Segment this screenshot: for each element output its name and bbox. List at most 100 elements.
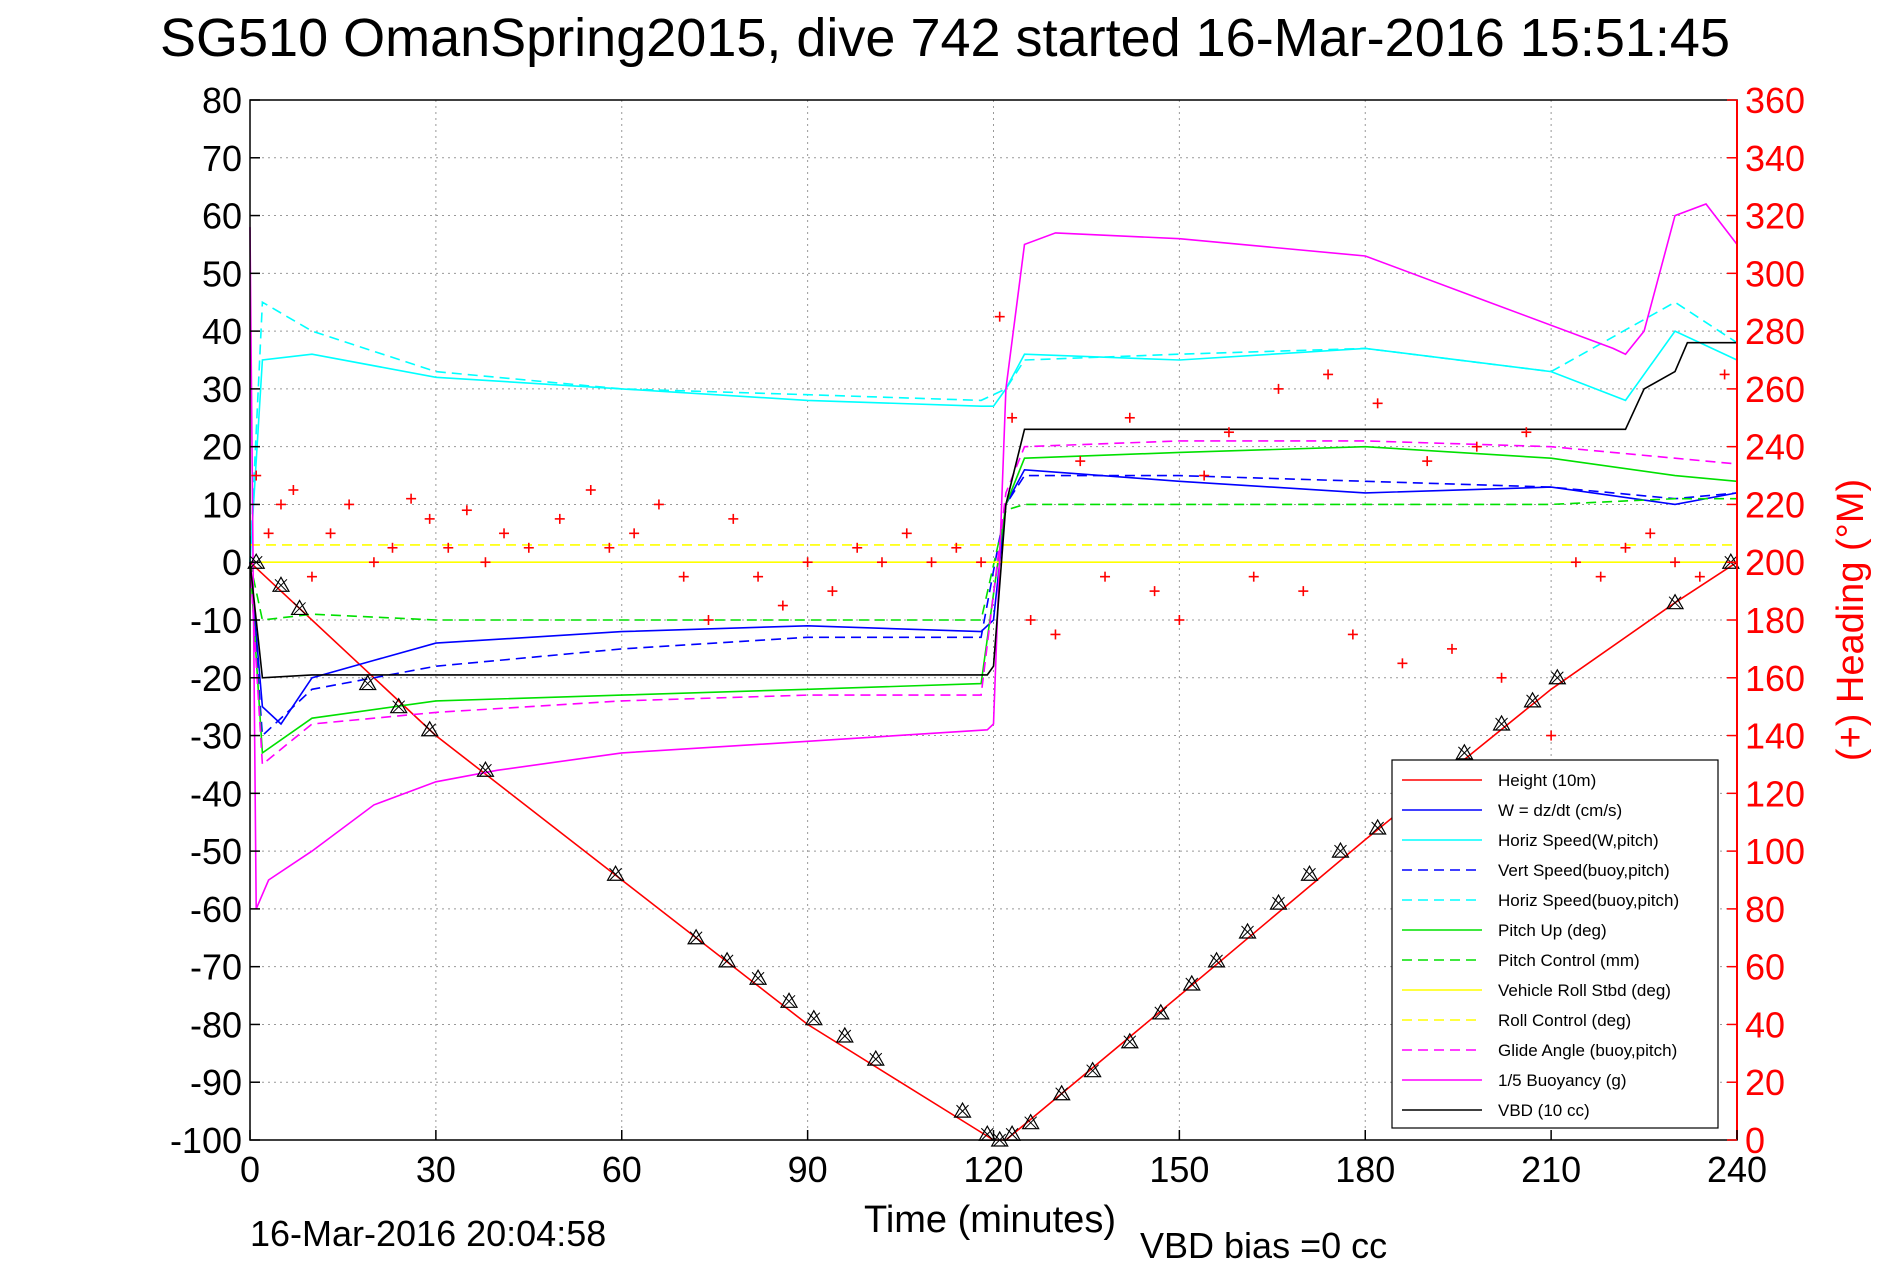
height-marker: [1455, 743, 1474, 760]
heading-point: [1694, 571, 1705, 582]
heading-point: [1521, 427, 1532, 438]
heading-point: [306, 571, 317, 582]
chart-title: SG510 OmanSpring2015, dive 742 started 1…: [160, 8, 1730, 68]
y-tick-label-right: 40: [1745, 1004, 1785, 1045]
x-tick-label: 210: [1521, 1149, 1581, 1190]
height-marker: [1331, 841, 1350, 858]
y-tick-label-right: 280: [1745, 311, 1805, 352]
height-marker: [1492, 714, 1511, 731]
height-marker: [866, 1049, 885, 1066]
height-marker: [835, 1026, 854, 1043]
legend: Height (10m) W = dz/dt (cm/s) Horiz Speed(…: [1391, 759, 1719, 1129]
vbd-bias-note: VBD bias =0 cc: [1140, 1225, 1387, 1262]
y-tick-label-left: -50: [190, 831, 242, 872]
heading-point: [1446, 643, 1457, 654]
series-line-horiz-speed-w-pitch: [249, 330, 1738, 563]
heading-point: [926, 557, 937, 568]
heading-point: [653, 499, 664, 510]
series-layer: [249, 203, 1738, 1141]
y-tick-label-right: 340: [1745, 138, 1805, 179]
legend-label-pitch-control-mm: Pitch Control (mm): [1498, 951, 1640, 970]
y-tick-label-left: -60: [190, 889, 242, 930]
height-marker: [1182, 974, 1201, 991]
heading-point: [1546, 730, 1557, 741]
y-tick-label-left: 80: [202, 80, 242, 121]
legend-label-height-10m: Height (10m): [1498, 771, 1596, 790]
y-tick-label-right: 220: [1745, 484, 1805, 525]
y-tick-label-left: 10: [202, 484, 242, 525]
y-tick-label-left: 0: [222, 542, 242, 583]
heading-point: [1323, 369, 1334, 380]
heading-point: [1248, 571, 1259, 582]
heading-point: [629, 528, 640, 539]
heading-point: [1199, 470, 1210, 481]
heading-point: [1298, 586, 1309, 597]
heading-point: [1496, 672, 1507, 683]
right-axis-label: (+) Heading (°M): [1830, 479, 1872, 761]
heading-point: [1397, 658, 1408, 669]
y-tick-label-left: 70: [202, 138, 242, 179]
height-marker: [1523, 691, 1542, 708]
heading-point: [1223, 427, 1234, 438]
x-tick-label: 150: [1149, 1149, 1209, 1190]
heading-point: [1620, 542, 1631, 553]
height-marker: [718, 951, 737, 968]
y-tick-label-left: -90: [190, 1062, 242, 1103]
heading-point: [1075, 456, 1086, 467]
height-marker: [1120, 1032, 1139, 1049]
legend-label-glide-angle-buoy-pitch: Glide Angle (buoy,pitch): [1498, 1041, 1677, 1060]
x-tick-label: 120: [963, 1149, 1023, 1190]
y-tick-label-right: 100: [1745, 831, 1805, 872]
y-tick-label-left: -30: [190, 716, 242, 757]
heading-point: [443, 542, 454, 553]
series-line-vbd-10-cc: [249, 341, 1737, 679]
series-line-horiz-speed-buoy-pitch: [249, 300, 1738, 563]
heading-point: [678, 571, 689, 582]
y-ticks-left: 80 70 60 50 40 30 20 10 0 -10 -20 -30 -40 -50 -60 -70 -8…: [170, 80, 260, 1161]
heading-point: [344, 499, 355, 510]
y-tick-label-right: 120: [1745, 773, 1805, 814]
x-tick-label: 60: [602, 1149, 642, 1190]
footer-timestamp: 16-Mar-2016 20:04:58: [250, 1213, 606, 1254]
heading-point: [1570, 557, 1581, 568]
height-marker: [804, 1009, 823, 1026]
heading-point: [263, 528, 274, 539]
height-marker: [1052, 1084, 1071, 1101]
heading-point: [1670, 557, 1681, 568]
heading-point: [1124, 412, 1135, 423]
y-tick-label-left: -40: [190, 773, 242, 814]
heading-point: [1645, 528, 1656, 539]
heading-point: [424, 513, 435, 524]
heading-point: [368, 557, 379, 568]
heading-point: [480, 557, 491, 568]
heading-point: [1174, 615, 1185, 625]
series-line-1-5-buoyancy-g: [249, 203, 1738, 910]
y-tick-label-right: 160: [1745, 658, 1805, 699]
x-ticks: 0 30 60 90 120 150 180 210 240: [240, 1130, 1767, 1190]
x-tick-label: 90: [788, 1149, 828, 1190]
x-tick-label: 0: [240, 1149, 260, 1190]
heading-point: [1273, 383, 1284, 394]
legend-label-roll-control-deg: Roll Control (deg): [1498, 1011, 1631, 1030]
marker-layer: [247, 553, 1740, 1147]
y-tick-label-right: 240: [1745, 427, 1805, 468]
legend-label-w-dz-dt-cm-s: W = dz/dt (cm/s): [1498, 801, 1622, 820]
height-marker: [420, 720, 439, 737]
heading-point: [852, 542, 863, 553]
heading-point: [1595, 571, 1606, 582]
heading-point: [1050, 629, 1061, 640]
y-tick-label-right: 200: [1745, 542, 1805, 583]
height-marker: [1021, 1113, 1040, 1130]
height-marker: [1368, 818, 1387, 835]
y-tick-label-left: 20: [202, 427, 242, 468]
heading-point: [1025, 615, 1036, 625]
y-tick-label-left: -10: [190, 600, 242, 641]
height-marker: [749, 969, 768, 985]
y-tick-label-left: -70: [190, 947, 242, 988]
y-tick-label-right: 0: [1745, 1120, 1765, 1161]
y-tick-label-left: 40: [202, 311, 242, 352]
height-marker: [953, 1101, 972, 1118]
heading-point: [703, 615, 714, 625]
x-tick-label: 30: [416, 1149, 456, 1190]
